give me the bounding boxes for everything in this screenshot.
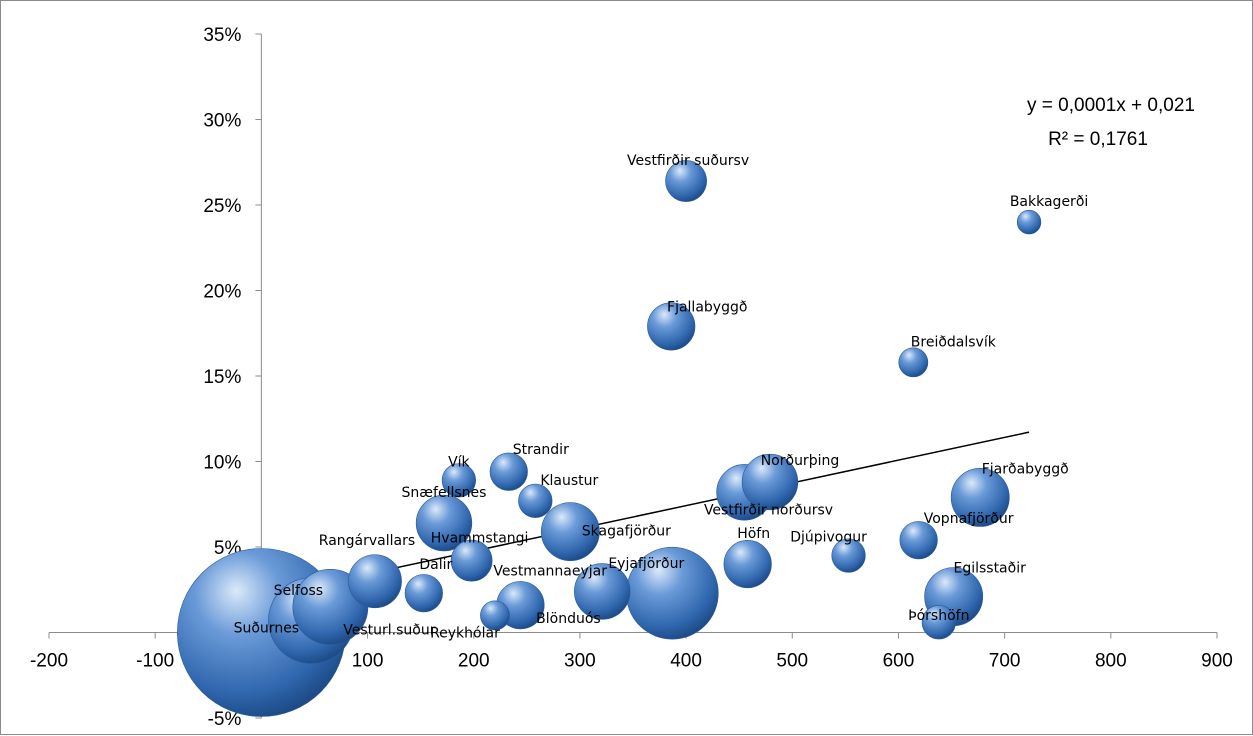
data-label: Skagafjörður bbox=[582, 524, 671, 540]
y-tick-label: -5% bbox=[208, 709, 242, 730]
trendline-equation: y = 0,0001x + 0,021 R² = 0,1761 bbox=[1027, 95, 1195, 150]
data-label: Fjarðabyggð bbox=[982, 461, 1069, 477]
data-label: Höfn bbox=[737, 526, 770, 542]
bubble bbox=[489, 452, 528, 491]
data-label: Vesturl.suður bbox=[343, 623, 435, 639]
labels-group: Suðurnes Selfoss Vesturl.suður Rangárvallar… bbox=[234, 153, 1089, 641]
y-tick-label: 35% bbox=[203, 25, 241, 46]
bubble bbox=[348, 554, 402, 609]
data-label: Klaustur bbox=[540, 473, 598, 489]
data-label: Eyjafjörður bbox=[608, 556, 684, 572]
data-label: Suðurnes bbox=[234, 621, 300, 637]
x-tick-label: 100 bbox=[352, 651, 384, 672]
x-tick-label: 600 bbox=[883, 651, 915, 672]
trendline-r-squared: R² = 0,1761 bbox=[1048, 129, 1148, 150]
data-label: Strandir bbox=[513, 442, 569, 458]
bubble bbox=[441, 463, 476, 498]
y-tick-label: 20% bbox=[203, 282, 241, 303]
y-tick-label: 10% bbox=[203, 453, 241, 474]
bubble bbox=[921, 605, 956, 640]
trendline-equation-text: y = 0,0001x + 0,021 bbox=[1027, 95, 1195, 116]
data-label: Rangárvallars bbox=[319, 533, 415, 549]
x-tick-label: 300 bbox=[564, 651, 596, 672]
bubble bbox=[831, 538, 866, 573]
x-tick-label: 900 bbox=[1201, 651, 1233, 672]
data-label: Þórshöfn bbox=[908, 608, 969, 624]
data-label: Blönduós bbox=[536, 611, 601, 627]
bubble bbox=[415, 494, 473, 552]
data-label: Breiðdalsvík bbox=[911, 334, 997, 350]
bubble bbox=[723, 540, 772, 589]
x-tick-label: 800 bbox=[1095, 651, 1127, 672]
y-tick-label: 30% bbox=[203, 111, 241, 132]
bubble bbox=[450, 539, 493, 582]
bubble bbox=[540, 502, 600, 562]
x-tick-label: 200 bbox=[458, 651, 490, 672]
data-label: Egilsstaðir bbox=[953, 561, 1026, 577]
data-label: Reykhólar bbox=[430, 625, 500, 641]
bubble bbox=[480, 600, 510, 631]
data-label: Dalir bbox=[419, 557, 452, 573]
data-label: Vestfirðir suðursv bbox=[627, 153, 749, 169]
bubble bbox=[574, 563, 631, 620]
bubble bbox=[665, 160, 707, 202]
data-label: Vestfirðir norðursv bbox=[704, 502, 833, 518]
bubble bbox=[899, 521, 938, 560]
x-tick-label: 400 bbox=[670, 651, 702, 672]
data-label: Selfoss bbox=[274, 583, 323, 599]
bubble bbox=[647, 302, 696, 351]
bubble bbox=[1016, 209, 1042, 235]
x-tick-label: -200 bbox=[30, 651, 68, 672]
bubble bbox=[518, 483, 553, 518]
x-tick-label: -100 bbox=[136, 651, 174, 672]
data-label: Vestmannaeyjar bbox=[493, 563, 607, 579]
data-label: Fjallabyggð bbox=[667, 299, 747, 315]
bubble bbox=[898, 347, 929, 378]
bubble bbox=[950, 468, 1010, 527]
data-label: Bakkagerði bbox=[1010, 194, 1088, 210]
bubble bbox=[741, 453, 799, 511]
data-label: Hvammstangi bbox=[431, 531, 529, 547]
bubbles-group bbox=[177, 160, 1042, 717]
x-tick-label: 700 bbox=[989, 651, 1021, 672]
y-tick-label: 15% bbox=[203, 367, 241, 388]
data-label: Djúpivogur bbox=[790, 530, 867, 546]
data-label: Vopnafjörður bbox=[924, 511, 1014, 527]
bubble bbox=[404, 574, 443, 613]
y-tick-label: 25% bbox=[203, 196, 241, 217]
data-label: Snæfellsnes bbox=[402, 485, 487, 501]
data-label: Norðurþing bbox=[761, 453, 840, 469]
x-tick-label: 500 bbox=[776, 651, 808, 672]
data-label: Vík bbox=[448, 454, 470, 470]
